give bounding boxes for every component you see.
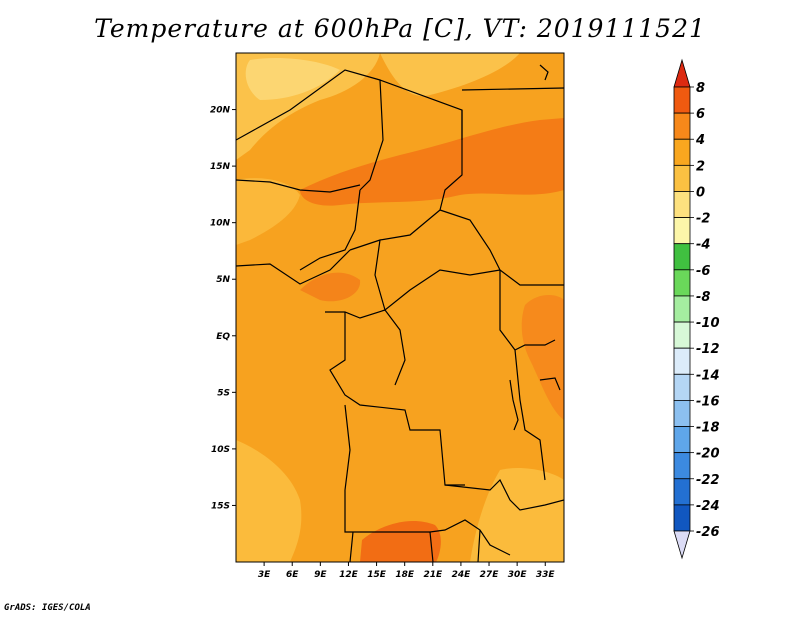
x-axis: 3E 6E 9E 12E 15E 18E 21E 24E 27E 30E 33E (258, 562, 556, 580)
field-cool-north-pale (245, 58, 340, 100)
field-warm-patch-east (521, 295, 564, 420)
grads-credit: GrADS: IGES/COLA (4, 603, 91, 613)
x-tick-label: 9E (314, 570, 327, 580)
x-tick-label: 33E (536, 570, 556, 580)
colorbar-label: -2 (696, 212, 710, 227)
colorbar-box (673, 295, 691, 323)
field-cool-northeast (380, 53, 520, 96)
colorbar-label: 6 (696, 107, 705, 122)
x-tick-label: 21E (423, 570, 443, 580)
colorbar-label: 2 (696, 159, 705, 174)
x-tick-label: 6E (286, 570, 299, 580)
colorbar-label: -8 (696, 290, 710, 305)
colorbar-label: -20 (696, 447, 720, 462)
field-cool-southwest (236, 440, 302, 562)
y-tick-label: 5S (217, 388, 230, 398)
y-tick-label: 5N (216, 275, 230, 285)
colorbar-label: -22 (696, 473, 720, 488)
colorbar-label: 4 (695, 133, 705, 148)
colorbar-box (673, 138, 691, 166)
y-tick-label: 10N (210, 219, 231, 229)
colorbar-label: -24 (696, 499, 720, 514)
field-cool-southeast (470, 468, 564, 562)
colorbar-top-arrow (673, 58, 691, 88)
y-tick-label: 10S (211, 445, 230, 455)
country-borders (236, 64, 564, 562)
temperature-field (236, 53, 564, 562)
colorbar-label: -12 (696, 342, 720, 357)
y-tick-label: 15N (210, 162, 231, 172)
colorbar-box (673, 243, 691, 271)
colorbar-box (673, 164, 691, 192)
field-warm-patch-center (300, 272, 361, 302)
colorbar-box (673, 321, 691, 349)
colorbar-box (673, 112, 691, 140)
colorbar-box (673, 426, 691, 454)
colorbar-label: 8 (696, 81, 705, 96)
colorbar-label: -6 (696, 264, 710, 279)
field-cool-2-west (236, 178, 300, 245)
colorbar-box (673, 347, 691, 375)
colorbar-label: -26 (696, 525, 720, 540)
colorbar-box (673, 400, 691, 427)
colorbar-label: -10 (696, 316, 720, 331)
y-axis: 20N 15N 10N 5N EQ 5S 10S 15S (210, 106, 236, 511)
x-tick-label: 30E (508, 570, 528, 580)
x-tick-label: 3E (258, 570, 271, 580)
field-warm-patch-south (360, 520, 441, 562)
colorbar-label: -4 (696, 238, 710, 253)
colorbar-box (673, 478, 691, 506)
colorbar-labels: 8 6 4 2 0 -2 -4 -6 -8 -10 -12 -14 -16 -18 -20 -22 -24 -26 (690, 81, 720, 540)
x-tick-label: 18E (395, 570, 415, 580)
colorbar-box (673, 217, 691, 245)
x-tick-label: 15E (367, 570, 387, 580)
x-tick-label: 24E (452, 570, 472, 580)
colorbar-box (673, 452, 691, 480)
y-tick-label: 20N (210, 106, 231, 116)
y-tick-label: 15S (211, 501, 230, 511)
colorbar-label: -18 (696, 421, 720, 436)
colorbar-label: -16 (696, 394, 720, 409)
chart-title: Temperature at 600hPa [C], VT: 201911152… (94, 14, 706, 43)
map-frame (235, 52, 565, 563)
colorbar-label: -14 (696, 368, 720, 383)
colorbar-bottom-arrow (673, 530, 691, 560)
colorbar-label: 0 (696, 185, 705, 200)
x-tick-label: 12E (339, 570, 359, 580)
colorbar-box (673, 191, 691, 218)
colorbar-box (673, 373, 691, 401)
colorbar-boxes (673, 58, 691, 560)
y-tick-label: EQ (216, 332, 230, 342)
colorbar-box (673, 269, 691, 297)
colorbar-box (673, 86, 691, 114)
x-tick-label: 27E (480, 570, 500, 580)
colorbar-box (673, 504, 691, 532)
